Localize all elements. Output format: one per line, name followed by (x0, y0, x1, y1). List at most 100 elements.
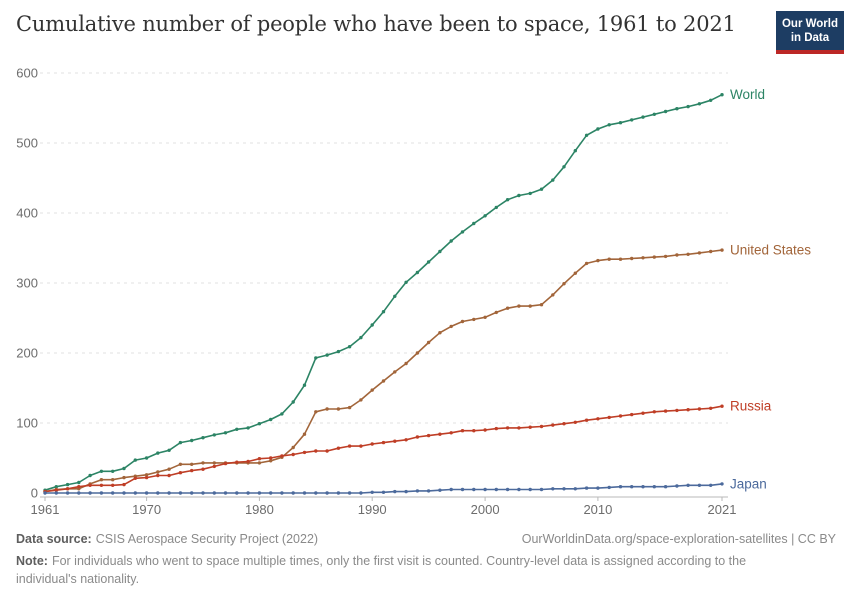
series-point-united-states (618, 257, 623, 261)
series-point-japan (415, 489, 420, 493)
series-point-united-states (505, 306, 510, 310)
series-point-united-states (415, 351, 420, 355)
series-point-united-states (528, 304, 532, 308)
series-point-japan (460, 487, 465, 492)
series-end-label-japan: Japan (730, 476, 767, 491)
footer-note: Note: For individuals who went to space m… (16, 553, 778, 588)
series-point-russia (212, 464, 216, 469)
series-point-russia (314, 449, 318, 453)
series-point-world (539, 187, 544, 191)
series-point-russia (88, 483, 92, 487)
series-point-russia (697, 407, 702, 411)
series-point-japan (246, 491, 250, 495)
series-point-russia (359, 444, 363, 448)
series-point-russia (404, 438, 408, 442)
data-source-label: Data source: (16, 532, 92, 546)
series-point-world (122, 466, 126, 471)
series-point-world (449, 239, 453, 243)
series-point-united-states (426, 340, 431, 345)
series-point-united-states (562, 282, 566, 286)
series-point-united-states (167, 467, 171, 471)
series-point-japan (630, 485, 634, 489)
series-point-russia (460, 429, 465, 433)
owid-logo: Our World in Data (775, 11, 844, 54)
chart-footer: Data source: CSIS Aerospace Security Proj… (16, 531, 836, 588)
series-point-world (494, 205, 498, 210)
y-tick-label-300: 300 (16, 276, 38, 291)
series-point-japan (212, 491, 216, 495)
series-point-japan (528, 487, 532, 492)
series-point-world (257, 422, 262, 426)
series-point-united-states (257, 461, 262, 465)
series-point-russia (483, 428, 487, 432)
series-point-united-states (269, 459, 273, 463)
series-point-russia (54, 488, 58, 492)
series-point-russia (291, 452, 295, 457)
series-point-russia (618, 414, 623, 418)
series-point-russia (415, 435, 420, 439)
note-label: Note: (16, 554, 48, 569)
y-tick-label-600: 600 (16, 66, 38, 81)
series-point-world (77, 480, 81, 485)
series-point-world (88, 473, 92, 478)
y-tick-label-200: 200 (16, 346, 38, 361)
series-point-world (347, 345, 352, 349)
series-point-world (133, 458, 137, 462)
series-point-world (178, 440, 183, 445)
series-point-japan (302, 491, 307, 495)
series-point-russia (686, 408, 690, 412)
series-point-japan (65, 491, 70, 495)
series-point-united-states (686, 252, 690, 256)
series-point-united-states (539, 303, 544, 307)
series-point-japan (359, 491, 363, 495)
series-point-russia (167, 473, 171, 478)
series-point-united-states (325, 407, 329, 411)
series-point-world (359, 335, 363, 340)
series-point-russia (641, 411, 645, 415)
series-point-united-states (517, 304, 521, 308)
series-point-world (607, 123, 611, 127)
series-point-united-states (122, 475, 126, 480)
series-point-japan (370, 490, 374, 494)
series-point-world (652, 112, 656, 117)
series-point-world (54, 485, 58, 489)
series-point-united-states (551, 293, 555, 297)
series-point-world (291, 400, 295, 404)
series-point-russia (257, 457, 262, 461)
series-point-world (438, 249, 442, 254)
series-point-japan (720, 482, 724, 486)
series-point-japan (133, 491, 137, 495)
y-tick-label-100: 100 (16, 416, 38, 431)
series-point-russia (246, 459, 250, 464)
series-point-united-states (99, 478, 104, 482)
series-point-japan (517, 487, 521, 492)
series-point-russia (596, 417, 600, 421)
series-point-world (709, 98, 713, 103)
series-point-japan (269, 491, 273, 495)
series-point-world (528, 191, 532, 196)
series-point-united-states (381, 379, 386, 383)
series-point-japan (641, 485, 645, 489)
series-point-world (99, 469, 104, 473)
series-point-world (235, 427, 239, 431)
series-point-japan (675, 484, 679, 488)
series-point-russia (584, 418, 589, 422)
series-point-russia (505, 426, 510, 430)
owid-url-link[interactable]: OurWorldinData.org/space-exploration-sat… (521, 532, 836, 546)
series-point-world (156, 451, 160, 455)
series-point-united-states (370, 388, 374, 392)
y-tick-label-400: 400 (16, 206, 38, 221)
series-point-united-states (111, 478, 115, 482)
series-point-russia (122, 482, 126, 487)
owid-logo-line2: in Data (790, 32, 830, 45)
series-point-united-states (663, 254, 668, 259)
series-point-russia (235, 460, 239, 464)
series-point-world (663, 109, 668, 114)
series-point-japan (43, 491, 47, 495)
series-point-world (675, 107, 679, 111)
series-point-japan (505, 487, 510, 492)
series-point-united-states (178, 462, 183, 466)
chart-title: Cumulative number of people who have bee… (16, 12, 736, 36)
series-point-world (618, 121, 623, 125)
series-point-japan (494, 487, 498, 492)
